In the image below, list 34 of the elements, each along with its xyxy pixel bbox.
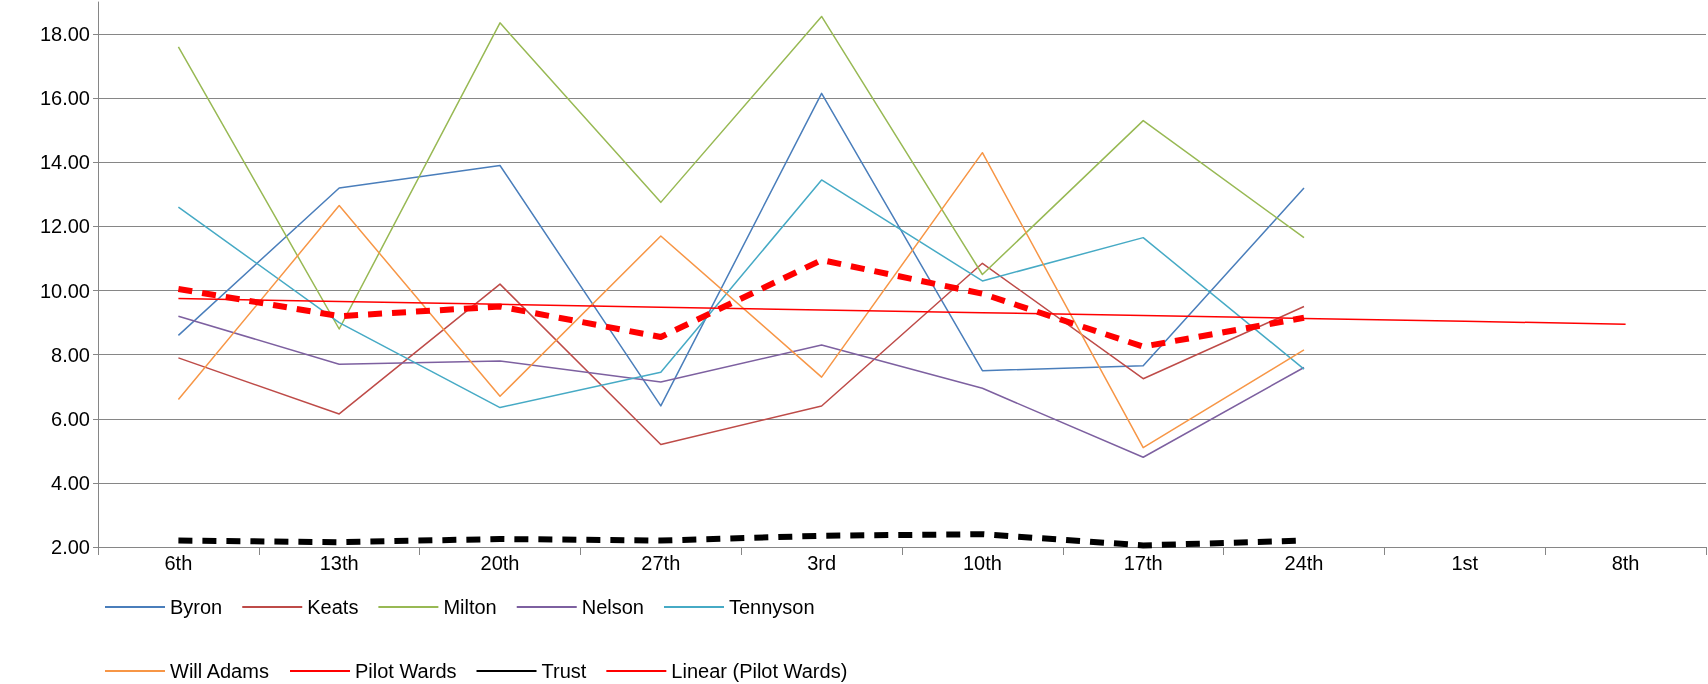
y-tick-label: 18.00: [39, 23, 90, 46]
legend-label: Trust: [541, 660, 587, 682]
y-tick-label: 10.00: [39, 279, 90, 302]
legend-label: Keats: [307, 596, 359, 618]
legend-label: Pilot Wards: [355, 660, 457, 682]
line-series: [177, 15, 1305, 330]
y-tick-label: 4.00: [51, 471, 90, 494]
y-tick-label: 12.00: [39, 215, 90, 238]
y-tick-label: 14.00: [39, 151, 90, 174]
line-series: [177, 92, 1305, 407]
x-tick-label: 1st: [1451, 552, 1479, 574]
legend-label: Byron: [170, 596, 223, 618]
line-series: [177, 262, 1305, 446]
y-tick-label: 6.00: [51, 407, 90, 430]
x-tick-label: 13th: [319, 552, 359, 574]
line-series: [177, 315, 1305, 458]
line-series: [177, 151, 1305, 449]
x-tick-label: 24th: [1284, 552, 1324, 574]
x-tick-label: 10th: [962, 552, 1002, 574]
x-tick-label: 27th: [641, 552, 681, 574]
y-tick-label: 8.00: [51, 343, 90, 366]
legend-label: Milton: [443, 596, 497, 618]
x-tick-label: 8th: [1611, 552, 1640, 574]
legend-label: Linear (Pilot Wards): [671, 660, 848, 682]
y-tick-label: 2.00: [51, 536, 90, 558]
x-tick-label: 6th: [164, 552, 193, 574]
x-tick-label: 17th: [1123, 552, 1163, 574]
x-tick-label: 20th: [480, 552, 520, 574]
line-series: [177, 179, 1305, 409]
x-tick-label: 3rd: [807, 552, 837, 574]
y-tick-label: 16.00: [39, 87, 90, 110]
legend-label: Nelson: [581, 596, 644, 618]
legend-label: Will Adams: [170, 660, 269, 682]
legend-label: Tennyson: [728, 596, 815, 618]
